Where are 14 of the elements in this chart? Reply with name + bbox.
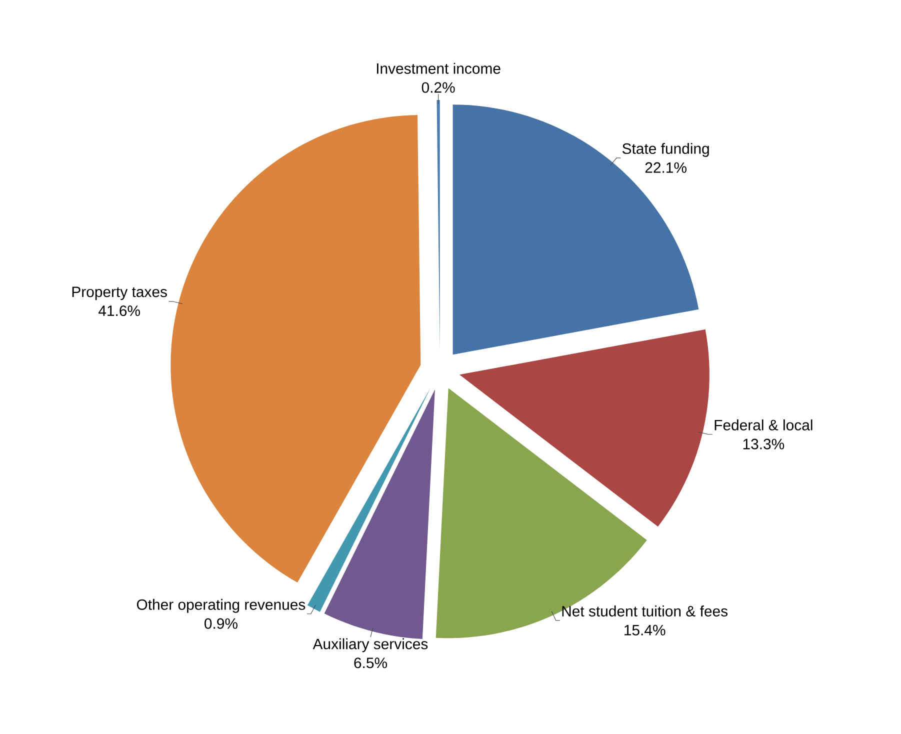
data-label: 13.3% bbox=[743, 438, 784, 450]
slice-label: Property taxes bbox=[72, 286, 167, 300]
slice-label: Auxiliary services bbox=[312, 638, 428, 652]
slice-label: Federal & local bbox=[714, 419, 812, 430]
slice-label: Investment income bbox=[376, 62, 500, 74]
data-label: 22.1% bbox=[645, 162, 686, 173]
slice-label: Net student tuition & fees bbox=[562, 606, 728, 616]
data-label: 0.9% bbox=[204, 618, 238, 629]
data-label: 41.6% bbox=[98, 305, 140, 316]
data-label: 6.5% bbox=[354, 658, 387, 668]
slice-label: State funding bbox=[622, 142, 709, 157]
data-label: 0.2% bbox=[422, 82, 455, 93]
data-label: 15.4% bbox=[624, 624, 666, 636]
slice-label: Other operating revenues bbox=[136, 598, 306, 613]
